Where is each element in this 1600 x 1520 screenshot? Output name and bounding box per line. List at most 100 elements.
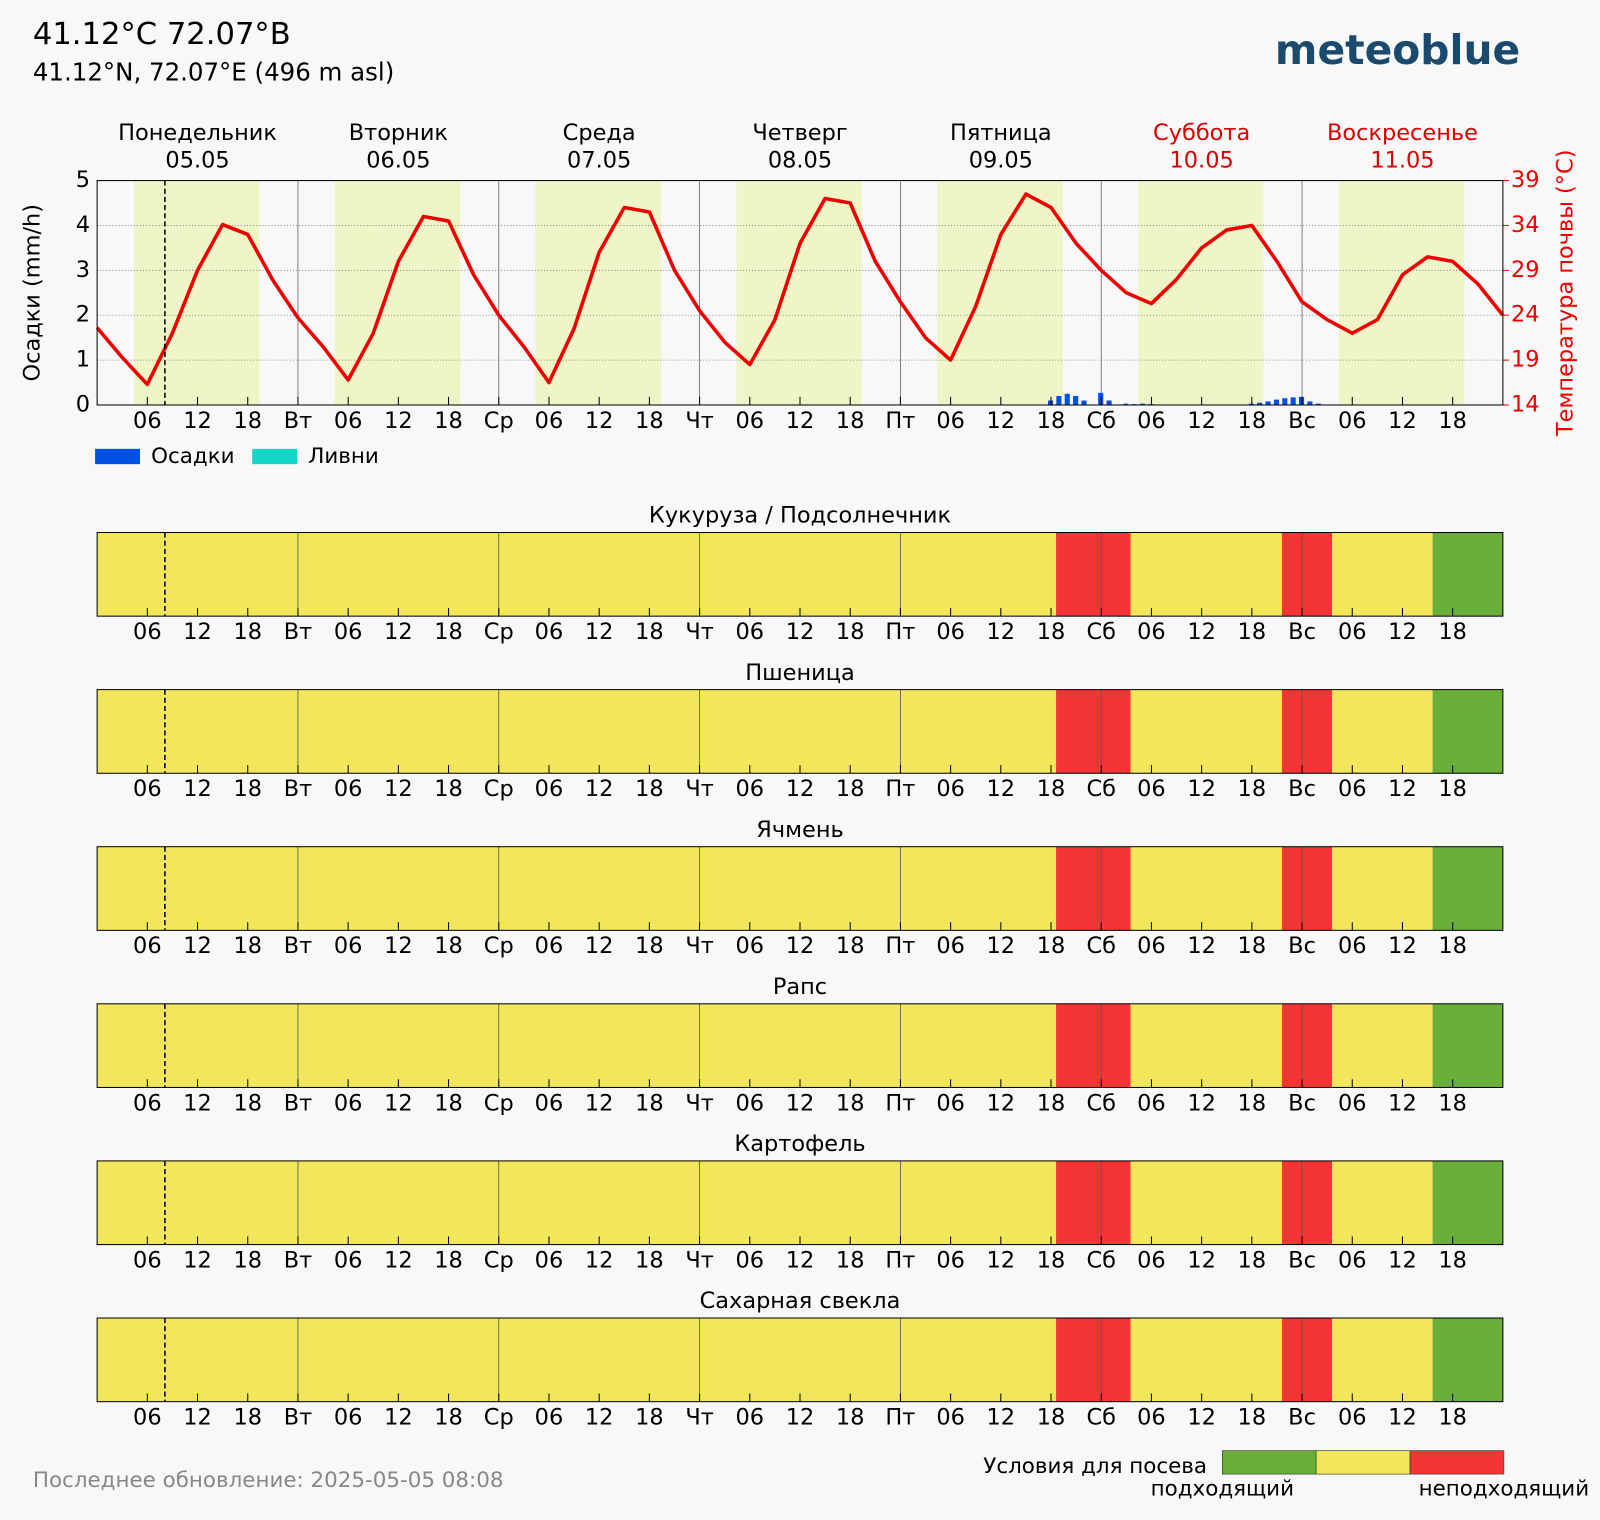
sowing-segment xyxy=(1130,1160,1282,1245)
panel-title: Ячмень xyxy=(756,817,843,843)
x-tick-label: 06 xyxy=(535,1090,564,1116)
y-tick-label: 3 xyxy=(76,257,90,283)
x-tick-label: 06 xyxy=(535,776,564,802)
x-tick-label: 12 xyxy=(384,1090,413,1116)
legend-title: Условия для посева xyxy=(983,1454,1207,1479)
x-tick-label: 18 xyxy=(1438,1090,1467,1116)
day-name: Вторник xyxy=(349,120,448,146)
x-tick-label: 12 xyxy=(1187,933,1216,959)
x-tick-label: 18 xyxy=(635,408,664,434)
x-tick-label: 06 xyxy=(1137,1090,1166,1116)
x-tick-label: 18 xyxy=(836,408,865,434)
x-tick-label: 12 xyxy=(1388,1247,1417,1273)
x-tick-label: 12 xyxy=(183,1090,212,1116)
x-tick-label: Вс xyxy=(1288,408,1316,434)
x-tick-label: 18 xyxy=(233,619,262,645)
legend-swatch xyxy=(1409,1450,1505,1475)
x-tick-label: Пт xyxy=(885,619,915,645)
x-tick-label: 06 xyxy=(334,1404,363,1430)
x-tick-label: Чт xyxy=(685,933,713,959)
sowing-segment xyxy=(1332,1160,1433,1245)
legend-swatch xyxy=(252,448,298,465)
sowing-segment xyxy=(1130,1003,1282,1088)
x-tick-label: 06 xyxy=(133,933,162,959)
x-tick-label: 12 xyxy=(987,933,1016,959)
x-tick-label: 12 xyxy=(1187,1090,1216,1116)
x-tick-label: 12 xyxy=(1388,1090,1417,1116)
precip-bar xyxy=(1081,400,1087,405)
x-tick-label: 12 xyxy=(1388,408,1417,434)
y2-tick-label: 24 xyxy=(1511,302,1540,328)
x-tick-label: 12 xyxy=(585,1247,614,1273)
x-tick-label: Чт xyxy=(685,776,713,802)
x-tick-label: Сб xyxy=(1086,776,1116,802)
panel-title: Кукуруза / Подсолнечник xyxy=(649,503,951,529)
day-name: Пятница xyxy=(950,120,1052,146)
legend-swatch xyxy=(95,448,140,465)
legend-label: неподходящий xyxy=(1419,1476,1590,1501)
x-tick-label: Ср xyxy=(484,1247,514,1273)
sowing-segment xyxy=(1056,1160,1131,1245)
x-tick-label: 12 xyxy=(384,619,413,645)
x-tick-label: 18 xyxy=(1037,408,1066,434)
x-tick-label: 18 xyxy=(233,776,262,802)
day-date: 05.05 xyxy=(165,148,229,174)
x-tick-label: 12 xyxy=(585,933,614,959)
x-tick-label: 06 xyxy=(535,619,564,645)
x-tick-label: Сб xyxy=(1086,933,1116,959)
x-tick-label: 18 xyxy=(1037,776,1066,802)
x-tick-label: 06 xyxy=(936,1247,965,1273)
x-tick-label: 18 xyxy=(1238,776,1267,802)
precip-bar xyxy=(1257,402,1263,405)
sowing-segment xyxy=(97,1003,1057,1088)
x-tick-label: 12 xyxy=(183,619,212,645)
x-tick-label: 12 xyxy=(183,776,212,802)
sowing-segment xyxy=(1281,1160,1333,1245)
day-date: 06.05 xyxy=(366,148,430,174)
x-tick-label: 12 xyxy=(786,619,815,645)
x-tick-label: 12 xyxy=(183,933,212,959)
x-tick-label: Пт xyxy=(885,1404,915,1430)
x-tick-label: Сб xyxy=(1086,408,1116,434)
x-tick-label: 18 xyxy=(434,776,463,802)
x-tick-label: Вт xyxy=(284,1090,312,1116)
precip-bar xyxy=(1307,401,1313,405)
x-tick-label: 18 xyxy=(1037,1404,1066,1430)
sowing-segment xyxy=(1056,532,1131,617)
x-tick-label: 18 xyxy=(1238,1090,1267,1116)
sowing-segment xyxy=(1432,1003,1503,1088)
x-tick-label: 12 xyxy=(183,1247,212,1273)
y2-tick-label: 39 xyxy=(1511,167,1540,193)
y-tick-label: 1 xyxy=(76,347,90,373)
x-tick-label: 06 xyxy=(133,619,162,645)
y2-tick-label: 14 xyxy=(1511,391,1540,417)
x-tick-label: 12 xyxy=(987,1090,1016,1116)
x-tick-label: 18 xyxy=(1238,933,1267,959)
sowing-segment xyxy=(1130,846,1282,931)
sowing-segment xyxy=(1281,1003,1333,1088)
precip-bar xyxy=(1290,397,1296,405)
x-tick-label: 12 xyxy=(1187,619,1216,645)
x-tick-label: 06 xyxy=(936,1090,965,1116)
x-tick-label: 18 xyxy=(1238,619,1267,645)
sowing-segment xyxy=(1332,846,1433,931)
x-tick-label: 18 xyxy=(1238,1247,1267,1273)
x-tick-label: Пт xyxy=(885,408,915,434)
x-tick-label: 06 xyxy=(1137,408,1166,434)
x-tick-label: 18 xyxy=(1438,933,1467,959)
x-tick-label: 06 xyxy=(736,776,765,802)
x-tick-label: Чт xyxy=(685,1247,713,1273)
x-tick-label: 12 xyxy=(585,1090,614,1116)
day-name: Четверг xyxy=(752,120,847,146)
x-tick-label: 18 xyxy=(434,1247,463,1273)
x-tick-label: 18 xyxy=(1238,1404,1267,1430)
x-tick-label: 12 xyxy=(987,776,1016,802)
x-tick-label: 18 xyxy=(1438,1404,1467,1430)
x-tick-label: 18 xyxy=(836,619,865,645)
x-tick-label: 06 xyxy=(936,776,965,802)
precip-bar xyxy=(1064,393,1070,405)
x-tick-label: Сб xyxy=(1086,1247,1116,1273)
x-tick-label: 06 xyxy=(133,1404,162,1430)
x-tick-label: 12 xyxy=(384,1404,413,1430)
x-tick-label: Вт xyxy=(284,619,312,645)
